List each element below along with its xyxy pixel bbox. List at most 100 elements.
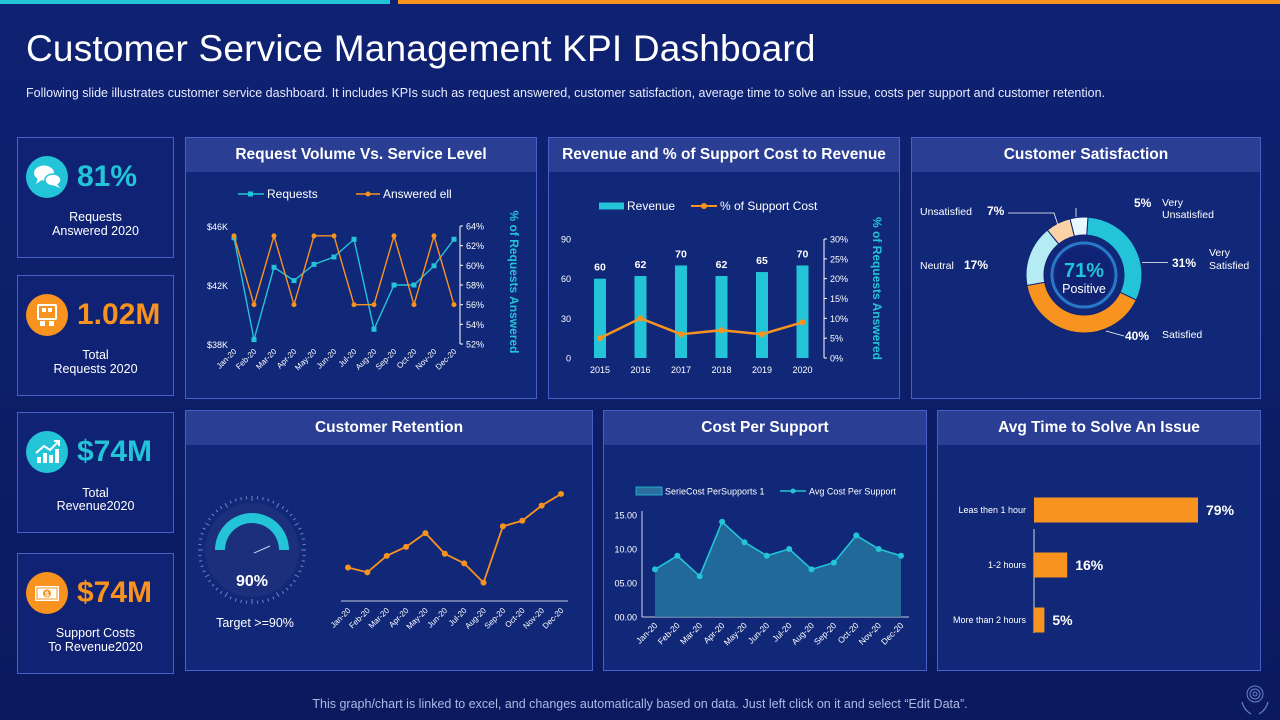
kpi-value: $74M xyxy=(77,435,153,468)
gauge-value-label: 90% xyxy=(236,573,268,590)
retention-point xyxy=(403,543,410,550)
kpi-label-line2: Requests 2020 xyxy=(53,362,138,376)
donut-hole xyxy=(1056,247,1112,303)
series-support-cost-line xyxy=(599,316,803,340)
answered-point xyxy=(331,233,337,239)
gauge-tick xyxy=(219,506,223,510)
y-right-tick-label: 52% xyxy=(466,340,484,350)
panel-avg-time: Avg Time to Solve An Issue Leas then 1 h… xyxy=(937,410,1261,671)
bar-value-label: 16% xyxy=(1075,557,1104,573)
retention-chart[interactable]: 90%Target >=90% Jan-20Feb-20Mar-20Apr-20M… xyxy=(186,445,592,670)
gauge-tick xyxy=(294,574,300,578)
slice-label: Neutral xyxy=(920,260,954,272)
x-tick-label: May-20 xyxy=(722,620,749,647)
answered-point xyxy=(231,233,237,239)
gauge-value-arc xyxy=(215,513,289,550)
time-bar xyxy=(1034,607,1045,633)
revenue-bar xyxy=(594,278,606,358)
x-tick-label: 2017 xyxy=(671,365,691,375)
kpi-total-revenue[interactable]: $74M Total Revenue2020 xyxy=(17,412,174,533)
legend-requests-marker xyxy=(248,191,253,197)
avg-cost-point xyxy=(674,552,681,559)
support-cost-point xyxy=(678,331,684,338)
avg-time-chart[interactable]: Leas then 1 hour 79% 1-2 hours 16% More than… xyxy=(938,445,1260,670)
panel-title: Cost Per Support xyxy=(604,411,926,445)
y-left-tick-label: $46K xyxy=(207,222,228,232)
legend-series-label: SerieCost PerSupports 1 xyxy=(665,487,765,497)
category-label: 1-2 hours xyxy=(988,560,1027,570)
answered-point xyxy=(311,233,317,239)
center-label: Positive xyxy=(1062,282,1106,296)
revenue-bar xyxy=(756,272,768,358)
slice-label-line1: Very xyxy=(1209,247,1231,259)
gauge-tick xyxy=(202,527,206,530)
requests-point xyxy=(411,282,417,288)
series-area xyxy=(655,521,901,617)
gauge-tick xyxy=(292,579,296,583)
y-right-tick-label: 60% xyxy=(466,261,484,271)
kpi-label-line1: Requests xyxy=(69,210,122,224)
donut-inner-ring xyxy=(1050,241,1118,309)
kpi-support-costs[interactable]: $ $74M Support Costs To Revenue2020 xyxy=(17,553,174,674)
gauge-tick xyxy=(300,532,304,535)
gauge-tick xyxy=(298,570,302,573)
answered-point xyxy=(351,302,357,308)
gauge-tick xyxy=(240,599,242,603)
request-volume-chart[interactable]: Requests Answered ell $38K $42K $46K 52% 54% 56… xyxy=(186,172,536,398)
retention-point xyxy=(441,550,448,557)
gauge-tick xyxy=(272,596,275,600)
kpi-label-line2: To Revenue2020 xyxy=(48,640,143,654)
requests-point xyxy=(311,261,317,267)
requests-point xyxy=(331,254,337,260)
avg-cost-point xyxy=(652,566,658,573)
retention-point xyxy=(461,560,468,567)
gauge-tick xyxy=(285,587,289,591)
gauge-tick xyxy=(276,502,280,508)
avg-cost-point xyxy=(830,559,837,566)
requests-point xyxy=(271,264,277,270)
y-tick-label: 10.00 xyxy=(614,545,637,555)
revenue-bar xyxy=(796,265,809,358)
gauge-tick xyxy=(211,513,215,517)
panel-cost-per-support: Cost Per Support SerieCost PerSupports 1… xyxy=(603,410,927,671)
x-tick-label: May-20 xyxy=(293,347,319,373)
requests-point xyxy=(431,263,437,269)
cost-per-support-chart[interactable]: SerieCost PerSupports 1 Avg Cost Per Supp… xyxy=(604,445,926,670)
gauge-tick xyxy=(202,570,206,573)
panel-request-volume: Request Volume Vs. Service Level Request… xyxy=(185,137,537,399)
panel-title: Revenue and % of Support Cost to Revenue xyxy=(549,138,899,172)
kpi-label-line1: Total xyxy=(82,486,109,500)
revenue-chart[interactable]: Revenue % of Support Cost 0 30 60 90 0% 5% 10% 15… xyxy=(549,172,899,398)
x-tick-label: 2018 xyxy=(711,365,731,375)
y-right-tick-label: 25% xyxy=(830,254,848,264)
kpi-requests-answered[interactable]: 81% Requests Answered 2020 xyxy=(17,137,174,258)
x-tick-label: Mar-20 xyxy=(678,620,704,646)
y-tick-label: 15.00 xyxy=(614,511,637,521)
gauge-tick xyxy=(267,598,270,602)
retention-line xyxy=(347,493,562,585)
x-tick-label: Mar-20 xyxy=(367,606,392,631)
gauge-tick xyxy=(199,538,203,540)
x-tick-label: 2020 xyxy=(792,365,812,375)
top-accent-bar-orange xyxy=(398,0,1280,4)
top-accent-bar-cyan xyxy=(0,0,390,4)
gauge-tick xyxy=(224,592,228,598)
gauge-tick xyxy=(208,517,212,521)
gauge-needle xyxy=(253,545,271,554)
y-right-tick-label: 62% xyxy=(466,241,484,251)
gauge-tick xyxy=(301,560,305,562)
gauge-tick xyxy=(262,497,264,501)
page-title: Customer Service Management KPI Dashboar… xyxy=(26,28,816,69)
gauge-tick xyxy=(240,497,242,501)
center-value: 71% xyxy=(1064,260,1104,282)
slice-value: 17% xyxy=(964,258,988,272)
avg-cost-point xyxy=(719,518,726,525)
avg-cost-point xyxy=(808,566,815,573)
retention-point xyxy=(519,517,526,524)
answered-point xyxy=(431,233,437,239)
panel-title: Customer Retention xyxy=(186,411,592,445)
gauge-tick xyxy=(301,538,305,540)
requests-point xyxy=(251,337,257,343)
kpi-total-requests[interactable]: 1.02M Total Requests 2020 xyxy=(17,275,174,396)
